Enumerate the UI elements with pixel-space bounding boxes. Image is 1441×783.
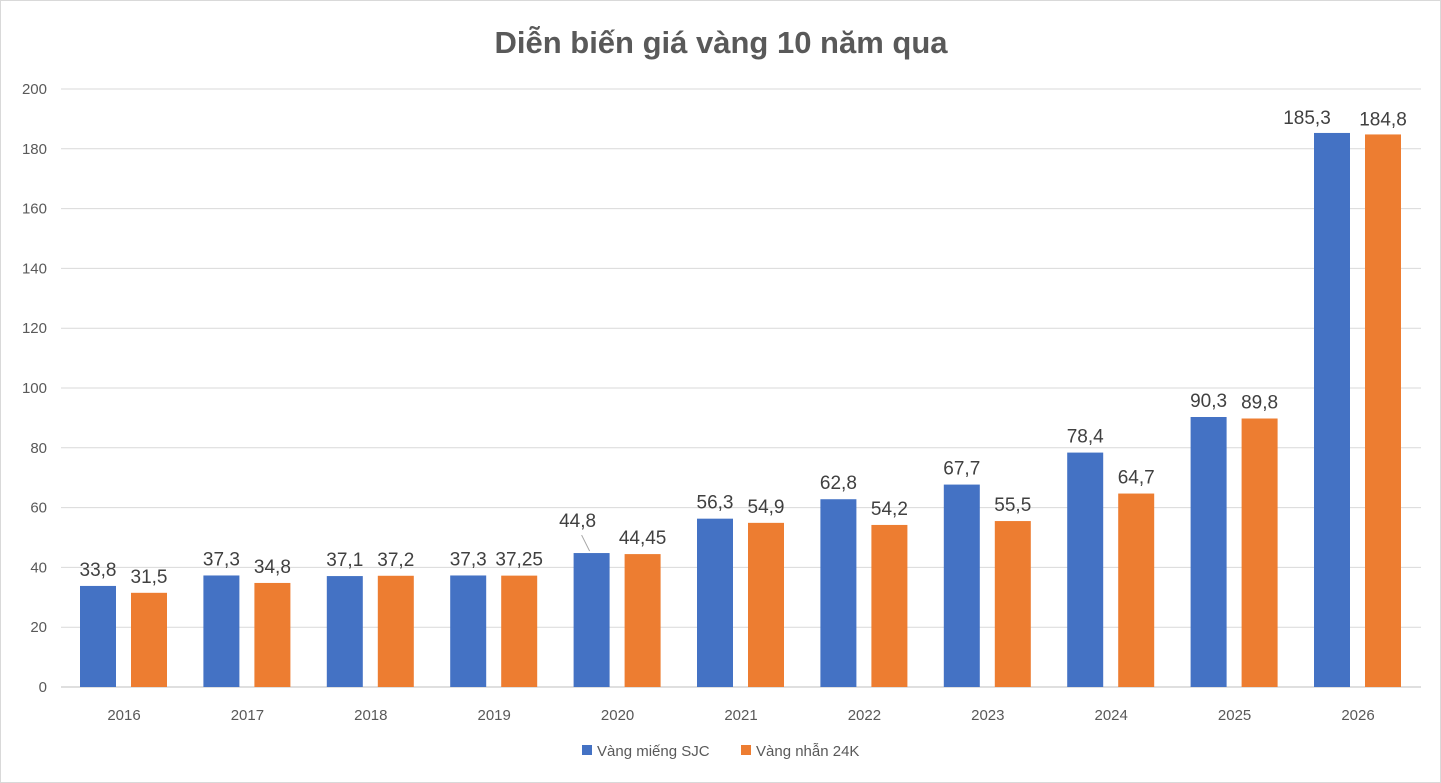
data-label: 44,8 (559, 511, 596, 532)
data-label: 54,9 (748, 497, 785, 518)
data-label: 37,3 (203, 549, 240, 570)
bar (943, 484, 980, 687)
bar (131, 592, 167, 687)
x-tick-label: 2016 (107, 707, 140, 724)
x-tick-label: 2018 (354, 707, 387, 724)
data-label: 33,8 (80, 560, 117, 581)
x-tick-label: 2026 (1341, 707, 1374, 724)
data-label: 34,8 (254, 557, 291, 578)
y-tick-label: 20 (30, 619, 47, 636)
data-label: 90,3 (1190, 391, 1227, 412)
data-label: 89,8 (1241, 392, 1278, 413)
legend-label-sjc: Vàng miếng SJC (597, 743, 710, 760)
x-tick-label: 2021 (724, 707, 757, 724)
bar (1365, 134, 1401, 687)
bar (1118, 493, 1155, 687)
bar (871, 524, 908, 687)
bar (1067, 452, 1104, 687)
leader-line (581, 534, 591, 552)
bar (748, 522, 784, 687)
bar (377, 575, 414, 687)
chart-title: Diễn biến giá vàng 10 năm qua (494, 25, 948, 60)
legend: Vàng miếng SJC Vàng nhẫn 24K (582, 743, 859, 760)
data-label: 37,25 (495, 550, 543, 571)
bar (573, 553, 610, 687)
data-label: 185,3 (1283, 108, 1331, 129)
x-tick-label: 2020 (601, 707, 634, 724)
y-tick-label: 180 (22, 141, 47, 158)
data-label: 37,1 (326, 550, 363, 571)
y-tick-label: 60 (30, 500, 47, 517)
bar (624, 554, 661, 687)
bar (80, 585, 116, 687)
data-label: 64,7 (1118, 468, 1155, 489)
data-label: 55,5 (994, 495, 1031, 516)
bar (254, 582, 291, 687)
legend-label-24k: Vàng nhẫn 24K (756, 743, 859, 760)
y-tick-label: 0 (39, 679, 47, 696)
data-label: 78,4 (1067, 427, 1104, 448)
bar (1314, 132, 1350, 687)
bar (203, 575, 240, 687)
x-tick-label: 2019 (478, 707, 511, 724)
bar (697, 518, 733, 687)
data-label: 67,7 (943, 459, 980, 480)
bar (326, 576, 363, 687)
legend-swatch-24k (741, 745, 751, 755)
y-tick-label: 100 (22, 380, 47, 397)
data-label: 31,5 (131, 567, 168, 588)
x-tick-label: 2025 (1218, 707, 1251, 724)
data-label: 54,2 (871, 499, 908, 520)
y-tick-label: 80 (30, 440, 47, 457)
data-label: 56,3 (697, 493, 734, 514)
y-tick-label: 200 (22, 81, 47, 98)
data-label: 184,8 (1359, 109, 1407, 130)
bar (501, 575, 538, 687)
y-tick-label: 40 (30, 559, 47, 576)
y-tick-label: 120 (22, 320, 47, 337)
y-tick-label: 160 (22, 201, 47, 218)
bar (994, 521, 1031, 687)
data-label: 37,2 (377, 550, 414, 571)
data-label: 62,8 (820, 473, 857, 494)
x-tick-label: 2017 (231, 707, 264, 724)
legend-swatch-sjc (582, 745, 592, 755)
data-label: 37,3 (450, 549, 487, 570)
bar (820, 499, 857, 687)
bar (450, 575, 487, 687)
bar (1190, 417, 1227, 687)
x-tick-label: 2023 (971, 707, 1004, 724)
x-tick-label: 2022 (848, 707, 881, 724)
x-tick-label: 2024 (1095, 707, 1128, 724)
bar (1241, 418, 1278, 687)
y-tick-label: 140 (22, 260, 47, 277)
data-label: 44,45 (619, 528, 667, 549)
